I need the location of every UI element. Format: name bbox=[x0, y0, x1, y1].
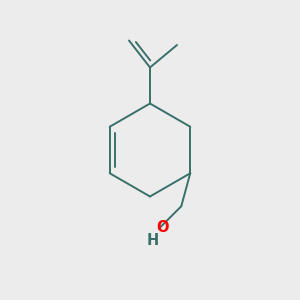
Text: O: O bbox=[156, 220, 169, 235]
Text: H: H bbox=[147, 233, 159, 248]
